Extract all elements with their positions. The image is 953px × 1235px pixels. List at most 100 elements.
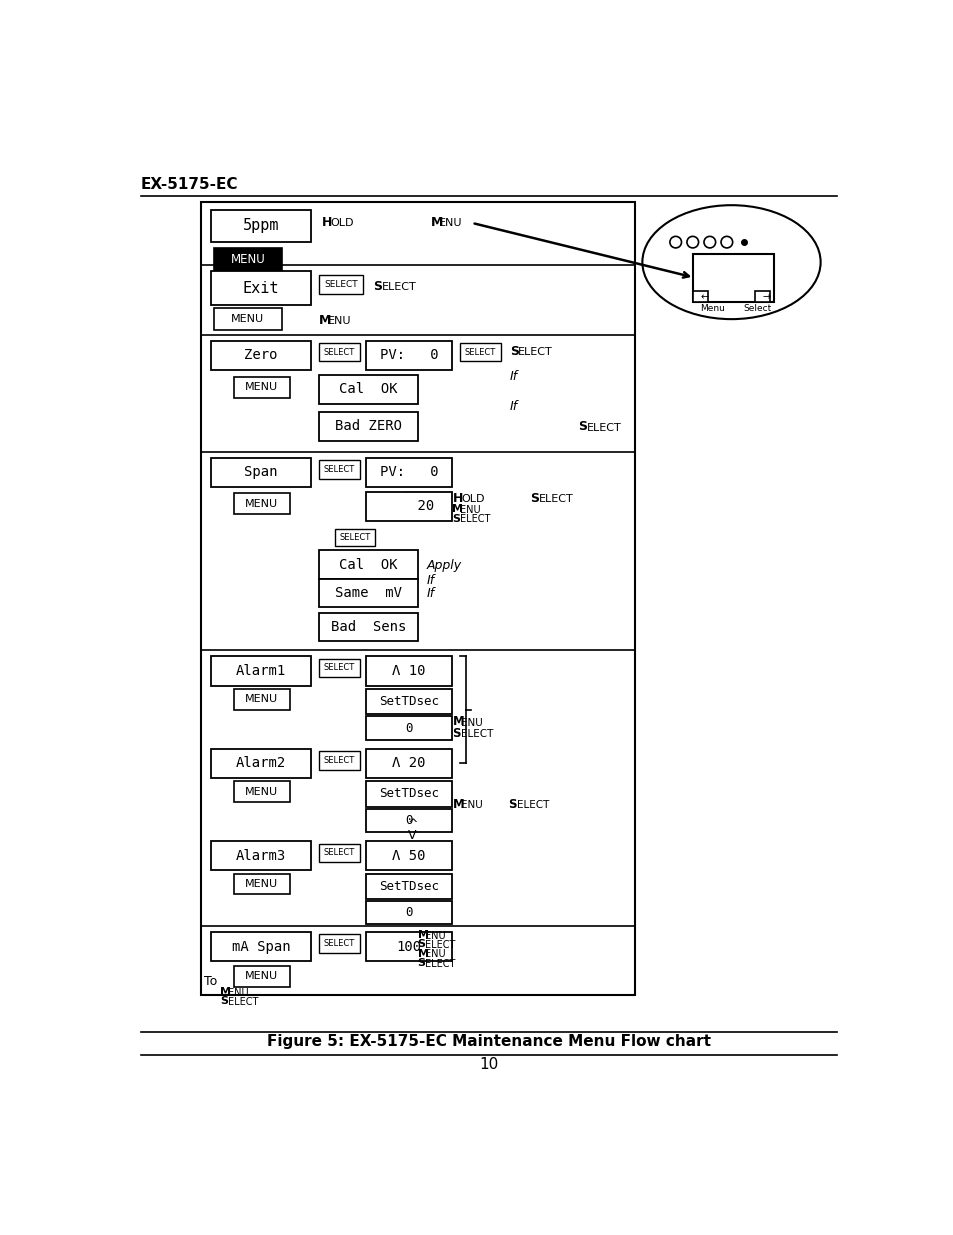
Text: M: M: [452, 798, 464, 810]
Text: SELECT: SELECT: [323, 464, 355, 474]
Text: Exit: Exit: [243, 280, 279, 296]
Text: Figure 5: EX-5175-EC Maintenance Menu Flow chart: Figure 5: EX-5175-EC Maintenance Menu Fl…: [267, 1034, 710, 1049]
Text: ELECT: ELECT: [517, 800, 549, 810]
Text: If: If: [427, 587, 435, 600]
Text: →: →: [761, 291, 770, 301]
Text: Alarm2: Alarm2: [235, 756, 286, 771]
Text: MENU: MENU: [245, 694, 278, 704]
Text: Cal  OK: Cal OK: [339, 558, 397, 572]
Bar: [319, 935, 359, 953]
Bar: [365, 458, 452, 487]
Bar: [213, 248, 282, 272]
Text: S: S: [417, 940, 425, 950]
Bar: [692, 290, 707, 303]
Bar: [211, 210, 311, 242]
Text: PV:   0: PV: 0: [379, 348, 438, 362]
Text: MENU: MENU: [245, 787, 278, 797]
Text: ENU: ENU: [425, 950, 446, 960]
Bar: [365, 689, 452, 714]
Text: MENU: MENU: [231, 314, 264, 324]
Bar: [319, 844, 359, 862]
Text: ELECT: ELECT: [586, 422, 620, 432]
Bar: [233, 873, 290, 894]
Text: Zero: Zero: [244, 348, 277, 362]
Text: SELECT: SELECT: [464, 348, 496, 357]
Bar: [459, 343, 500, 362]
Text: ELECT: ELECT: [228, 997, 258, 1007]
Bar: [211, 656, 311, 685]
Text: If: If: [509, 369, 517, 383]
Text: MENU: MENU: [245, 383, 278, 393]
Text: M: M: [319, 314, 332, 327]
Text: ENU: ENU: [459, 505, 480, 515]
Text: Same  mV: Same mV: [335, 587, 402, 600]
Text: M: M: [452, 504, 463, 514]
Bar: [233, 782, 290, 802]
Text: 0: 0: [405, 721, 413, 735]
Text: 10: 10: [478, 1057, 498, 1072]
Text: SELECT: SELECT: [323, 756, 355, 764]
Bar: [404, 492, 444, 510]
Text: M: M: [220, 987, 231, 997]
Text: ELECT: ELECT: [381, 282, 416, 291]
Ellipse shape: [641, 205, 820, 319]
Text: OLD: OLD: [331, 217, 354, 228]
Bar: [211, 748, 311, 778]
Text: ENU: ENU: [425, 931, 446, 941]
Text: MENU: MENU: [245, 499, 278, 509]
Bar: [365, 809, 452, 832]
Text: S: S: [530, 492, 538, 505]
Bar: [365, 492, 452, 521]
Text: ELECT: ELECT: [459, 514, 490, 525]
Bar: [233, 377, 290, 398]
Text: ^: ^: [407, 818, 417, 831]
Text: 5ppm: 5ppm: [243, 219, 279, 233]
Text: SELECT: SELECT: [409, 496, 439, 505]
Text: Menu: Menu: [700, 304, 724, 312]
Bar: [365, 932, 452, 961]
Bar: [319, 461, 359, 478]
Text: ENU: ENU: [439, 217, 462, 228]
Text: SELECT: SELECT: [323, 939, 355, 948]
Text: If: If: [509, 400, 517, 414]
Bar: [233, 966, 290, 987]
Text: S: S: [452, 514, 460, 524]
Bar: [365, 341, 452, 370]
Text: M: M: [417, 948, 428, 958]
Bar: [233, 689, 290, 710]
Text: 0: 0: [405, 906, 413, 919]
Text: SELECT: SELECT: [339, 532, 370, 542]
Text: S: S: [578, 420, 586, 433]
Bar: [211, 272, 311, 305]
Text: H: H: [452, 492, 462, 505]
Text: H: H: [322, 216, 333, 228]
Text: V: V: [407, 829, 416, 841]
Text: Λ 50: Λ 50: [392, 848, 425, 863]
Bar: [365, 782, 452, 806]
Bar: [319, 550, 418, 579]
Text: Alarm3: Alarm3: [235, 848, 286, 863]
Text: SetTDsec: SetTDsec: [378, 695, 438, 708]
Bar: [319, 343, 359, 362]
Text: MENU: MENU: [231, 253, 265, 267]
Text: Bad  Sens: Bad Sens: [331, 620, 406, 634]
Bar: [319, 614, 418, 641]
Bar: [365, 716, 452, 740]
Bar: [365, 841, 452, 871]
Text: 20: 20: [383, 499, 434, 514]
Bar: [754, 290, 769, 303]
Bar: [233, 493, 290, 514]
Bar: [319, 374, 418, 404]
Bar: [365, 902, 452, 924]
Text: Alarm1: Alarm1: [235, 664, 286, 678]
Text: Λ 10: Λ 10: [392, 664, 425, 678]
Text: mA Span: mA Span: [232, 940, 290, 953]
Text: SetTDsec: SetTDsec: [378, 788, 438, 800]
Text: ENU: ENU: [228, 988, 248, 998]
Bar: [365, 656, 452, 685]
Text: SELECT: SELECT: [324, 280, 357, 289]
Text: ELECT: ELECT: [425, 940, 456, 950]
Bar: [211, 341, 311, 370]
Text: ELECT: ELECT: [460, 729, 493, 740]
Text: ELECT: ELECT: [517, 347, 553, 357]
